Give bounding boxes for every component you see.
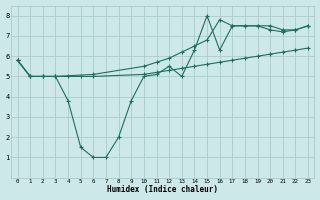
X-axis label: Humidex (Indice chaleur): Humidex (Indice chaleur) xyxy=(107,185,218,194)
